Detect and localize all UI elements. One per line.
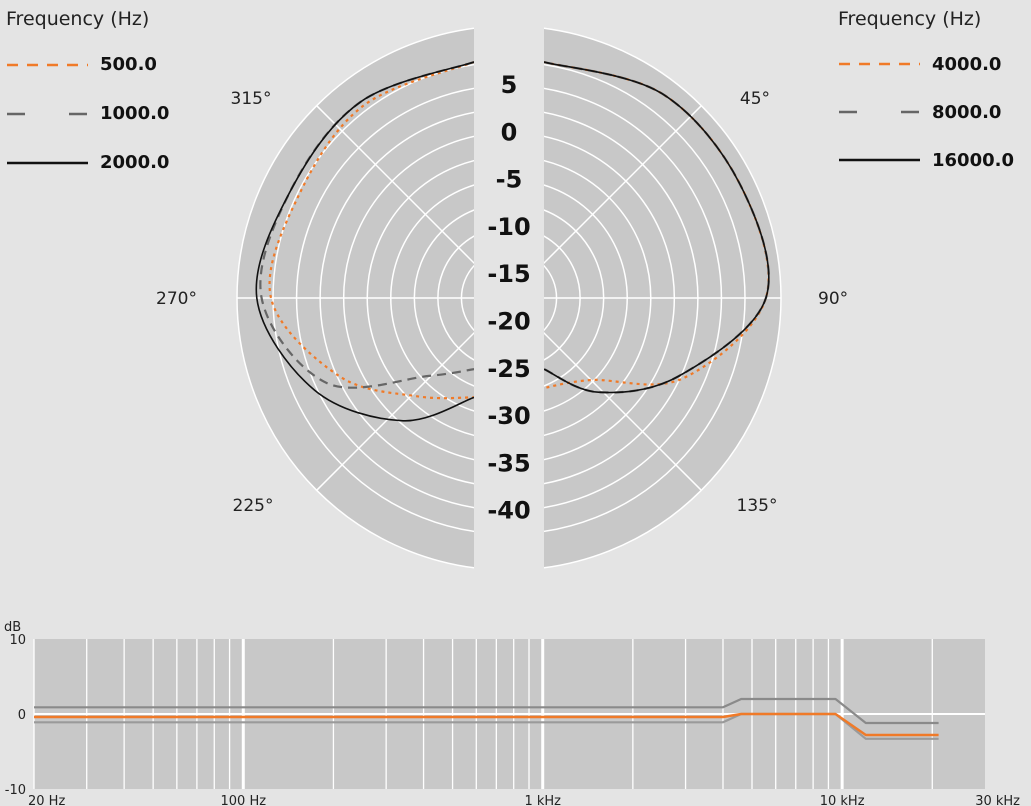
radial-tick-label: -20 [487, 308, 530, 336]
legend-label: 16000.0 [932, 149, 1014, 171]
polar-chart: 5 0 -5 -10 -15 -20 -25 -30 -35 -40 45° 90° 135° 225° 2… [156, 25, 848, 571]
radial-tick-label: -10 [487, 213, 530, 241]
legend-left: Frequency (Hz) 500.0 1000.0 2000.0 [6, 8, 169, 187]
legend-label: 500.0 [100, 54, 157, 75]
radial-tick-label: 5 [501, 71, 518, 99]
angle-label: 315° [231, 89, 272, 109]
polar-spoke [316, 105, 493, 282]
polar-series-16000-0 [543, 61, 770, 394]
polar-spoke [316, 314, 493, 491]
polar-curves [255, 60, 770, 422]
legend-label: 8000.0 [932, 101, 1002, 123]
legend-title: Frequency (Hz) [6, 8, 150, 30]
angle-label: 270° [156, 289, 197, 309]
y-tick-label: 0 [18, 708, 26, 723]
x-tick-label: 30 kHz [975, 794, 1020, 806]
angle-label: 225° [233, 496, 274, 516]
angle-label: 90° [818, 289, 848, 309]
angle-label: 45° [740, 89, 770, 109]
response-line-2 [34, 712, 939, 737]
radial-tick-label: -25 [487, 355, 530, 383]
y-tick-label: -10 [5, 783, 26, 798]
legend-swatch-black [839, 158, 920, 162]
radial-tick-label: -15 [487, 260, 530, 288]
x-tick-label: 20 Hz [28, 794, 65, 806]
legend-swatch-black [7, 161, 88, 164]
radial-tick-label: -35 [487, 449, 530, 477]
polar-grid [236, 25, 782, 571]
legend-label: 1000.0 [100, 103, 170, 124]
legend-item-4000: 4000.0 [838, 40, 1014, 88]
legend-item-8000: 8000.0 [838, 88, 1014, 136]
radial-tick-label: 0 [501, 118, 518, 146]
legend-item-2000: 2000.0 [6, 138, 169, 187]
x-tick-label: 100 Hz [221, 794, 267, 806]
polar-spoke [525, 105, 702, 282]
legend-item-16000: 16000.0 [838, 136, 1014, 184]
legend-label: 2000.0 [100, 152, 170, 173]
polar-series-500-0 [268, 60, 475, 400]
x-tick-label: 10 kHz [820, 794, 865, 806]
legend-swatch-gray [7, 112, 88, 115]
legend-swatch-gray [839, 110, 920, 114]
radial-tick-label: -5 [496, 166, 523, 194]
polar-spoke [525, 314, 702, 491]
x-tick-label: 1 kHz [524, 794, 561, 806]
response-line-0 [34, 697, 939, 725]
y-tick-label: 10 [9, 633, 26, 648]
y-axis-label: dB [4, 620, 21, 635]
legend-item-500: 500.0 [6, 40, 169, 89]
legend-title: Frequency (Hz) [838, 8, 982, 30]
radial-tick-label: -40 [487, 497, 530, 525]
legend-swatch-orange [839, 62, 920, 66]
polar-series-1000-0 [259, 60, 475, 389]
polar-series-2000-0 [255, 61, 475, 422]
legend-item-1000: 1000.0 [6, 89, 169, 138]
legend-swatch-orange [7, 63, 88, 66]
legend-label: 4000.0 [932, 53, 1002, 75]
legend-right: Frequency (Hz) 4000.0 8000.0 16000.0 [838, 8, 1014, 184]
angle-label: 135° [737, 496, 778, 516]
radial-tick-label: -30 [487, 402, 530, 430]
